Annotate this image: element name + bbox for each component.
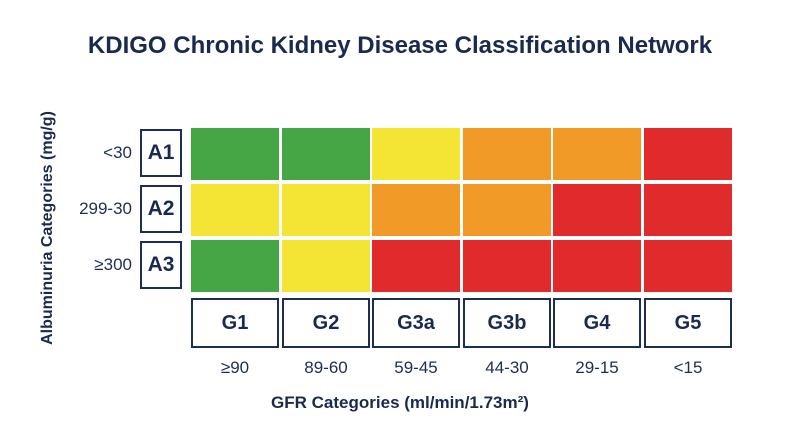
risk-cell-a1-g4 — [553, 128, 641, 180]
row-range-label: <30 — [103, 143, 132, 162]
row-category-box: A2 — [140, 185, 182, 233]
risk-cell-a3-g2 — [282, 240, 370, 292]
column-range-label: 59-45 — [394, 358, 438, 377]
row-range-label: ≥300 — [94, 255, 132, 274]
row-category-box: A3 — [140, 241, 182, 289]
risk-cell-a2-g2 — [282, 184, 370, 236]
risk-cell-a2-g1 — [191, 184, 279, 236]
column-category-box: G3a — [372, 298, 460, 348]
x-axis-label: GFR Categories (ml/min/1.73m²) — [271, 393, 529, 412]
column-range-label: ≥90 — [220, 358, 250, 377]
risk-cell-a2-g5 — [644, 184, 732, 236]
risk-cell-a3-g1 — [191, 240, 279, 292]
chart-title: KDIGO Chronic Kidney Disease Classificat… — [87, 32, 713, 59]
risk-cell-a1-g3a — [372, 128, 460, 180]
column-category-box: G2 — [282, 298, 370, 348]
column-category-box: G3b — [463, 298, 551, 348]
column-range-label: 29-15 — [575, 358, 619, 377]
risk-cell-a2-g3b — [463, 184, 551, 236]
column-range-label: <15 — [673, 358, 703, 377]
risk-cell-a1-g2 — [282, 128, 370, 180]
risk-cell-a3-g3b — [463, 240, 551, 292]
row-category-box: A1 — [140, 129, 182, 177]
risk-cell-a1-g1 — [191, 128, 279, 180]
risk-cell-a2-g4 — [553, 184, 641, 236]
risk-cell-a1-g3b — [463, 128, 551, 180]
column-range-label: 44-30 — [485, 358, 529, 377]
column-category-box: G5 — [644, 298, 732, 348]
risk-cell-a1-g5 — [644, 128, 732, 180]
column-category-box: G4 — [553, 298, 641, 348]
risk-cell-a3-g5 — [644, 240, 732, 292]
risk-cell-a2-g3a — [372, 184, 460, 236]
column-category-box: G1 — [191, 298, 279, 348]
column-range-label: 89-60 — [304, 358, 348, 377]
risk-cell-a3-g3a — [372, 240, 460, 292]
row-range-label: 299-30 — [79, 199, 132, 218]
risk-cell-a3-g4 — [553, 240, 641, 292]
